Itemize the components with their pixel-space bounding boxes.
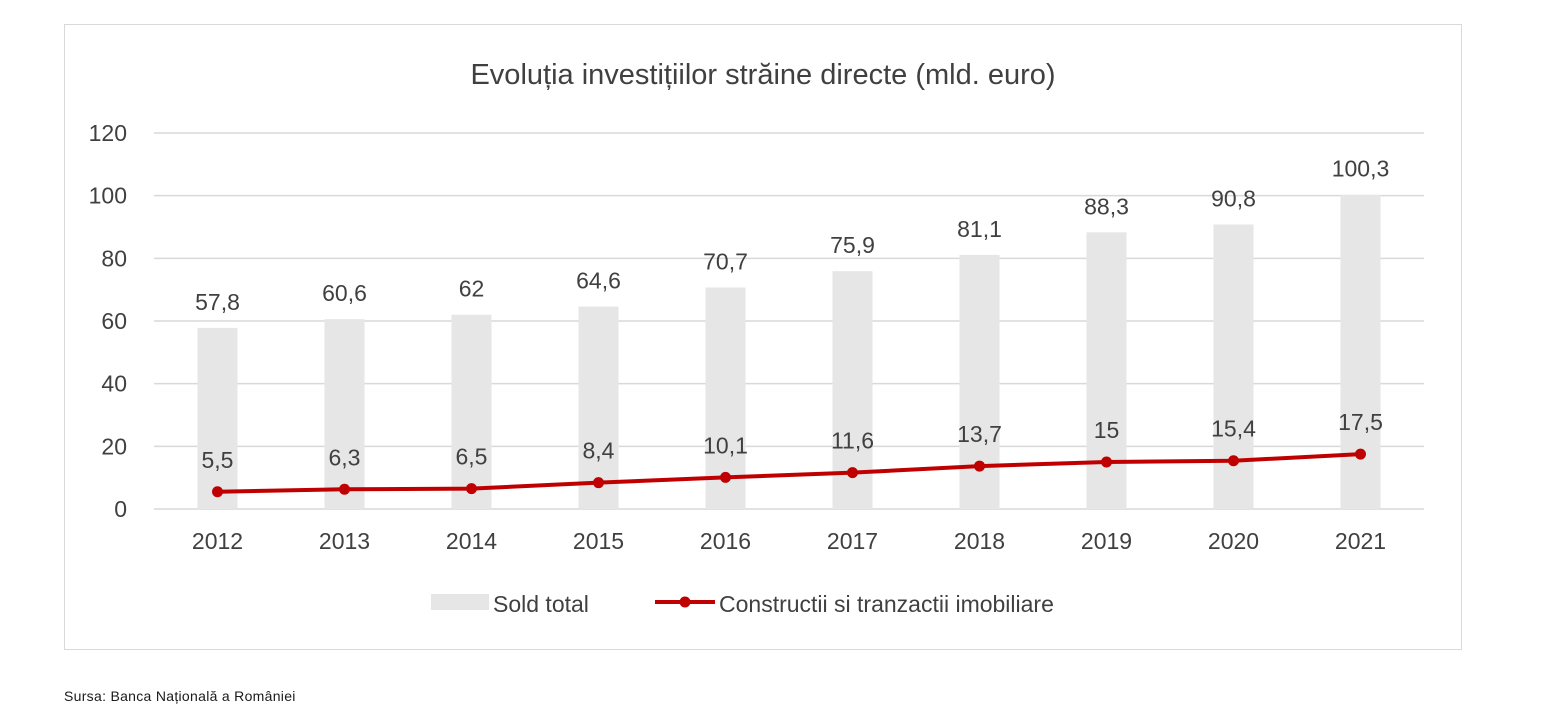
x-tick-label: 2019 (1081, 528, 1132, 554)
line-constructii (217, 452, 1361, 494)
chart-frame: Evoluția investițiilor străine directe (… (64, 24, 1462, 650)
bar-data-label: 88,3 (1084, 193, 1129, 219)
legend-label-sold-total: Sold total (493, 591, 589, 617)
bar-data-label: 90,8 (1211, 185, 1256, 211)
line-data-label: 15,4 (1211, 416, 1256, 442)
bar-sold-total (1213, 224, 1254, 509)
line-data-label: 5,5 (202, 447, 234, 473)
x-tick-label: 2014 (446, 528, 497, 554)
line-point (1228, 455, 1239, 467)
x-tick-label: 2012 (192, 528, 243, 554)
line-point (1355, 448, 1366, 460)
line-data-label: 6,5 (456, 444, 488, 470)
y-tick-label: 80 (101, 245, 127, 271)
y-tick-label: 20 (101, 433, 127, 459)
x-tick-label: 2018 (954, 528, 1005, 554)
line-series (212, 448, 1366, 498)
bar-data-label: 75,9 (830, 232, 875, 258)
bar-sold-total (451, 314, 492, 509)
line-data-label: 15 (1094, 417, 1120, 443)
bar-data-label: 57,8 (195, 289, 240, 315)
line-data-label: 6,3 (329, 444, 361, 470)
line-point (720, 471, 731, 483)
x-tick-label: 2016 (700, 528, 751, 554)
chart-title: Evoluția investițiilor străine directe (… (470, 59, 1055, 91)
y-tick-label: 120 (89, 120, 127, 146)
data-labels: 57,8 60,6 62 64,6 70,7 75,9 81,1 88,3 90,8 100,3 5… (195, 156, 1389, 473)
bar-sold-total (197, 327, 238, 509)
x-axis-tick-labels: 2012 2013 2014 2015 2016 2017 2018 2019 2020 2021 (192, 528, 1386, 554)
bar-sold-total (1340, 194, 1381, 509)
legend-swatch-bar (431, 594, 489, 610)
x-tick-label: 2013 (319, 528, 370, 554)
line-point (212, 486, 223, 498)
bar-data-label: 70,7 (703, 248, 748, 274)
chart-svg: Evoluția investițiilor străine directe (… (89, 59, 1424, 617)
source-note: Sursa: Banca Națională a României (64, 688, 296, 704)
bar-data-label: 81,1 (957, 216, 1002, 242)
line-point (1101, 456, 1112, 468)
bar-data-label: 60,6 (322, 280, 367, 306)
line-point (466, 483, 477, 495)
line-data-label: 17,5 (1338, 409, 1383, 435)
line-data-label: 11,6 (831, 428, 874, 454)
grid-layer (154, 132, 1424, 510)
x-tick-label: 2021 (1335, 528, 1386, 554)
legend-label-constructii: Constructii si tranzactii imobiliare (719, 591, 1054, 617)
line-point (847, 467, 858, 479)
y-tick-label: 100 (89, 183, 127, 209)
y-tick-label: 40 (101, 371, 127, 397)
bar-sold-total (324, 319, 365, 509)
bar-sold-total (578, 306, 619, 509)
line-point (339, 483, 350, 495)
bar-data-label: 64,6 (576, 268, 621, 294)
line-point (974, 460, 985, 472)
bar-data-label: 62 (459, 276, 485, 302)
y-tick-label: 0 (114, 496, 127, 522)
x-tick-label: 2017 (827, 528, 878, 554)
x-tick-label: 2020 (1208, 528, 1259, 554)
legend-swatch-marker (679, 596, 691, 608)
line-data-label: 13,7 (957, 421, 1002, 447)
x-tick-label: 2015 (573, 528, 624, 554)
line-data-label: 10,1 (703, 432, 748, 458)
y-tick-label: 60 (101, 308, 127, 334)
legend: Sold total Constructii si tranzactii imob… (431, 591, 1054, 617)
y-axis-tick-labels: 0 20 40 60 80 100 120 (89, 120, 127, 522)
line-data-label: 8,4 (583, 438, 615, 464)
bar-data-label: 100,3 (1332, 156, 1390, 182)
line-point (593, 477, 604, 489)
